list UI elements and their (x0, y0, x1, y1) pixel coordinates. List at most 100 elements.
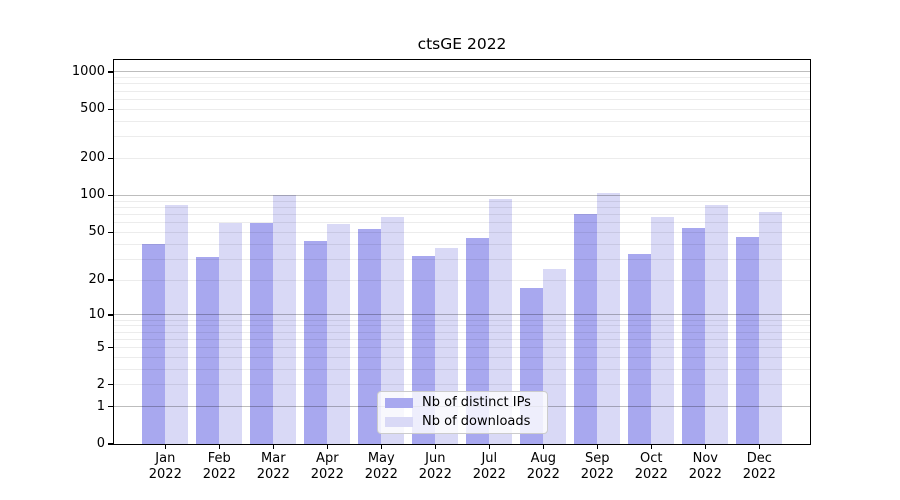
bar-downloads-dec (759, 211, 783, 444)
x-tick-label: Apr 2022 (295, 451, 359, 482)
minor-gridline (114, 338, 810, 340)
x-tick-label: Aug 2022 (511, 451, 575, 482)
bar-distinct-ips-sep (574, 214, 598, 444)
major-gridline (114, 71, 810, 73)
x-tick-label: Feb 2022 (187, 451, 251, 482)
y-axis-tick (108, 314, 114, 316)
month-label: Apr (316, 451, 339, 466)
bar-downloads-jan (165, 204, 189, 444)
month-label: Mar (261, 451, 286, 466)
year-label: 2022 (310, 466, 344, 482)
y-tick-label: 500 (80, 101, 105, 117)
minor-gridline (114, 200, 810, 202)
chart-title: ctsGE 2022 (417, 35, 507, 53)
minor-gridline (114, 206, 810, 208)
year-label: 2022 (148, 466, 182, 482)
y-tick-label: 1000 (71, 63, 105, 79)
x-axis-tick (326, 444, 328, 449)
minor-gridline (114, 356, 810, 358)
y-tick-label: 5 (96, 339, 105, 355)
plot-area (108, 60, 810, 449)
x-axis-tick (164, 444, 166, 449)
bar-downloads-may (381, 216, 405, 444)
y-axis-tick (108, 346, 114, 349)
y-axis-tick (108, 157, 114, 160)
axis-ticks-layer (108, 60, 810, 449)
minor-gridline (114, 368, 810, 370)
year-label: 2022 (472, 466, 506, 482)
bar-downloads-mar (273, 195, 297, 444)
y-axis-tick (108, 279, 114, 281)
y-tick-label: 20 (88, 272, 105, 288)
x-tick-label: Oct 2022 (619, 451, 683, 482)
legend-swatch-distinct-ips (385, 398, 413, 409)
x-axis-tick (596, 444, 598, 449)
month-label: Jan (155, 451, 176, 466)
bar-downloads-sep (597, 193, 621, 444)
legend-item-downloads: Nb of downloads (385, 414, 547, 429)
minor-gridline (114, 331, 810, 333)
minor-gridline (114, 120, 810, 122)
major-gridline (114, 314, 810, 316)
year-label: 2022 (364, 466, 398, 482)
bar-distinct-ips-dec (736, 236, 760, 444)
y-tick-label: 50 (88, 224, 105, 240)
minor-gridline (114, 347, 810, 348)
x-tick-label: Jun 2022 (403, 451, 467, 482)
year-label: 2022 (742, 466, 776, 482)
y-tick-label: 10 (88, 306, 105, 322)
bar-downloads-nov (705, 205, 729, 444)
y-axis-tick (108, 443, 114, 445)
x-axis-tick (218, 444, 220, 449)
month-label: Dec (746, 451, 772, 466)
y-axis-tick (108, 71, 114, 73)
minor-gridline (114, 98, 810, 100)
month-label: Oct (640, 451, 663, 466)
y-tick-label: 200 (80, 150, 105, 166)
bar-distinct-ips-nov (682, 228, 706, 444)
minor-gridline (114, 222, 810, 224)
bar-downloads-feb (219, 222, 243, 444)
bar-downloads-jul (489, 199, 513, 444)
month-label: Sep (585, 451, 610, 466)
minor-gridline (114, 77, 810, 79)
x-axis-tick (542, 444, 544, 449)
y-axis-tick (108, 194, 114, 197)
bar-downloads-apr (327, 224, 351, 444)
bar-downloads-oct (651, 216, 675, 444)
month-label: Jul (481, 451, 498, 466)
year-label: 2022 (580, 466, 614, 482)
legend: Nb of distinct IPs Nb of downloads (377, 391, 548, 434)
legend-label-distinct-ips: Nb of distinct IPs (422, 395, 531, 411)
x-axis-tick (272, 444, 274, 449)
y-tick-label: 2 (96, 376, 105, 392)
y-axis-tick (108, 108, 114, 110)
minor-gridline (114, 231, 810, 233)
bar-distinct-ips-oct (628, 254, 652, 444)
minor-gridline (114, 319, 810, 321)
year-label: 2022 (256, 466, 290, 482)
year-label: 2022 (634, 466, 668, 482)
bar-distinct-ips-mar (250, 222, 274, 444)
y-tick-label: 100 (80, 187, 105, 203)
year-label: 2022 (688, 466, 722, 482)
x-axis-tick (650, 444, 652, 449)
legend-item-distinct-ips: Nb of distinct IPs (385, 396, 547, 410)
minor-gridline (114, 157, 810, 159)
x-tick-label: Jul 2022 (457, 451, 521, 482)
minor-gridline (114, 83, 810, 85)
minor-gridline (114, 258, 810, 260)
bar-distinct-ips-may (358, 229, 382, 444)
month-label: Nov (692, 451, 718, 466)
y-tick-label: 1 (96, 398, 105, 414)
minor-gridline (114, 325, 810, 327)
y-tick-label: 0 (96, 436, 105, 451)
y-axis-tick (108, 384, 114, 386)
minor-gridline (114, 243, 810, 245)
bar-downloads-aug (543, 268, 567, 444)
month-label: Aug (530, 451, 556, 466)
minor-gridline (114, 384, 810, 386)
y-axis-tick (108, 406, 114, 408)
x-tick-label: Nov 2022 (673, 451, 737, 482)
